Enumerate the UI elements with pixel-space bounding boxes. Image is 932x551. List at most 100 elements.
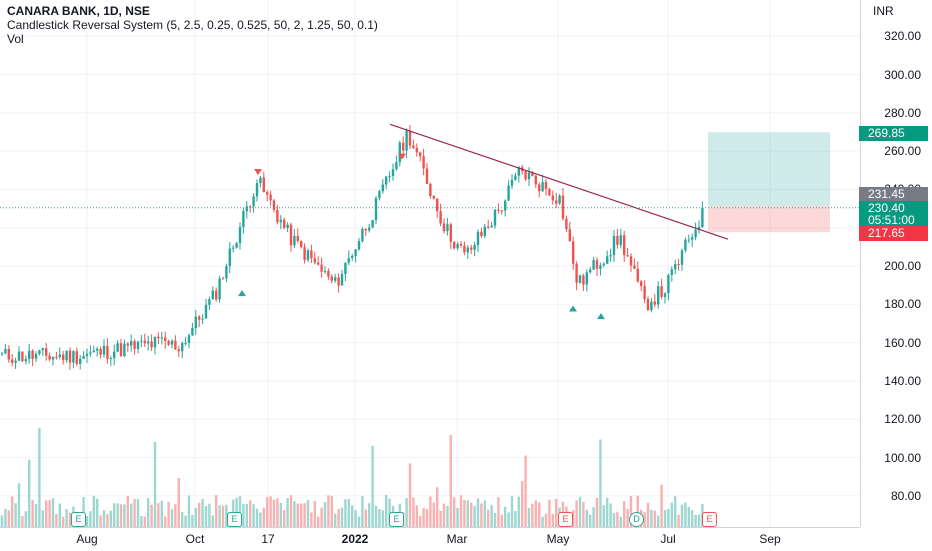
- trendline[interactable]: [389, 123, 729, 240]
- volume-bar: [55, 514, 58, 527]
- candle-body: [296, 235, 299, 241]
- volume-bar: [524, 455, 527, 527]
- candle-body: [41, 348, 44, 351]
- candle-body: [187, 335, 191, 343]
- candle-body: [419, 152, 422, 157]
- candle-body: [68, 350, 72, 363]
- candle-body: [38, 350, 41, 354]
- volume-bar: [204, 506, 208, 527]
- candle-body: [102, 345, 106, 355]
- volume-bar: [24, 511, 27, 527]
- candle-body: [181, 343, 184, 352]
- long-position-tool: [708, 132, 830, 233]
- volume-bar: [544, 513, 548, 527]
- symbol-title[interactable]: CANARA BANK, 1D, NSE: [7, 4, 150, 18]
- earnings-event-icon[interactable]: E: [702, 512, 717, 527]
- candle-body: [619, 235, 622, 245]
- candle-body: [126, 343, 129, 346]
- candle-body: [51, 356, 55, 360]
- volume-bar: [89, 511, 92, 527]
- candle-body: [510, 179, 514, 186]
- volume-bar: [459, 495, 463, 527]
- earnings-event-icon[interactable]: E: [558, 512, 573, 527]
- volume-bar: [252, 504, 255, 527]
- candle-body: [412, 145, 415, 148]
- candle-body: [388, 176, 391, 178]
- volume-bar: [211, 515, 214, 527]
- candle-body: [113, 351, 116, 359]
- volume-bar: [602, 505, 605, 527]
- volume-bar: [361, 496, 364, 527]
- volume-bar: [45, 500, 48, 527]
- candle-body: [167, 341, 170, 345]
- candle-body: [575, 263, 578, 283]
- volume-bar: [99, 515, 102, 527]
- volume-bar: [4, 508, 7, 527]
- candle-body: [269, 194, 272, 201]
- volume-bar: [194, 507, 197, 527]
- volume-bar: [334, 513, 337, 527]
- candle-body: [174, 340, 177, 350]
- candlestick-chart[interactable]: [0, 0, 860, 527]
- dividend-event-icon[interactable]: D: [629, 512, 644, 527]
- volume-bar: [572, 510, 575, 527]
- volume-bar: [371, 446, 374, 527]
- candle-body: [344, 262, 347, 275]
- candle-body: [670, 269, 673, 275]
- time-axis[interactable]: Aug Oct 17 2022 Mar May Jul Sep: [0, 527, 860, 551]
- candle-body: [58, 354, 61, 357]
- candle-body: [385, 176, 388, 185]
- candle-body: [286, 224, 289, 228]
- volume-bar: [85, 516, 89, 527]
- candle-body: [170, 340, 174, 345]
- volume-bar: [215, 495, 218, 527]
- earnings-event-icon[interactable]: E: [389, 512, 404, 527]
- volume-legend[interactable]: Vol: [7, 32, 24, 46]
- volume-bar: [17, 483, 21, 527]
- volume-bar: [130, 503, 133, 527]
- candle-body: [211, 290, 214, 300]
- volume-bar: [48, 500, 51, 527]
- target-zone: [708, 132, 830, 206]
- chart-plot-area[interactable]: CANARA BANK, 1D, NSE Candlestick Reversa…: [0, 0, 860, 527]
- volume-bar: [320, 507, 323, 527]
- time-tick: Sep: [759, 532, 781, 546]
- volume-bar: [629, 495, 633, 527]
- volume-bar: [269, 496, 272, 527]
- candle-body: [572, 241, 575, 264]
- volume-bar: [364, 509, 367, 527]
- candle-body: [487, 226, 490, 228]
- candle-body: [201, 318, 204, 320]
- volume-bar: [306, 500, 310, 527]
- price-axis[interactable]: INR 320.00300.00280.00260.00240.00220.00…: [859, 0, 932, 527]
- time-tick: Mar: [446, 532, 468, 546]
- price-tick: 200.00: [884, 259, 921, 273]
- volume-bar: [650, 509, 653, 527]
- volume-bar: [541, 516, 544, 527]
- volume-bar: [473, 505, 476, 527]
- last-price-label: 230.40: [859, 201, 928, 216]
- volume-bar: [279, 502, 282, 527]
- volume-bar: [259, 512, 262, 527]
- candle-body: [436, 198, 439, 212]
- volume-bar: [429, 496, 432, 527]
- volume-bar: [514, 511, 517, 527]
- volume-bar: [439, 510, 442, 527]
- earnings-event-icon[interactable]: E: [227, 512, 242, 527]
- candle-body: [45, 348, 48, 356]
- candle-body: [306, 250, 310, 260]
- volume-bar: [663, 510, 667, 527]
- volume-bar: [527, 508, 531, 527]
- price-tick: 140.00: [884, 373, 921, 388]
- earnings-event-icon[interactable]: E: [71, 512, 86, 527]
- candle-body: [351, 255, 354, 258]
- volume-bar: [697, 514, 701, 527]
- volume-bars: [0, 427, 704, 527]
- volume-bar: [245, 504, 248, 527]
- volume-bar: [174, 504, 177, 527]
- volume-bar: [616, 511, 619, 527]
- volume-bar: [521, 481, 524, 527]
- indicator-legend[interactable]: Candlestick Reversal System (5, 2.5, 0.2…: [7, 18, 378, 32]
- volume-bar: [680, 504, 684, 527]
- volume-bar: [41, 510, 44, 527]
